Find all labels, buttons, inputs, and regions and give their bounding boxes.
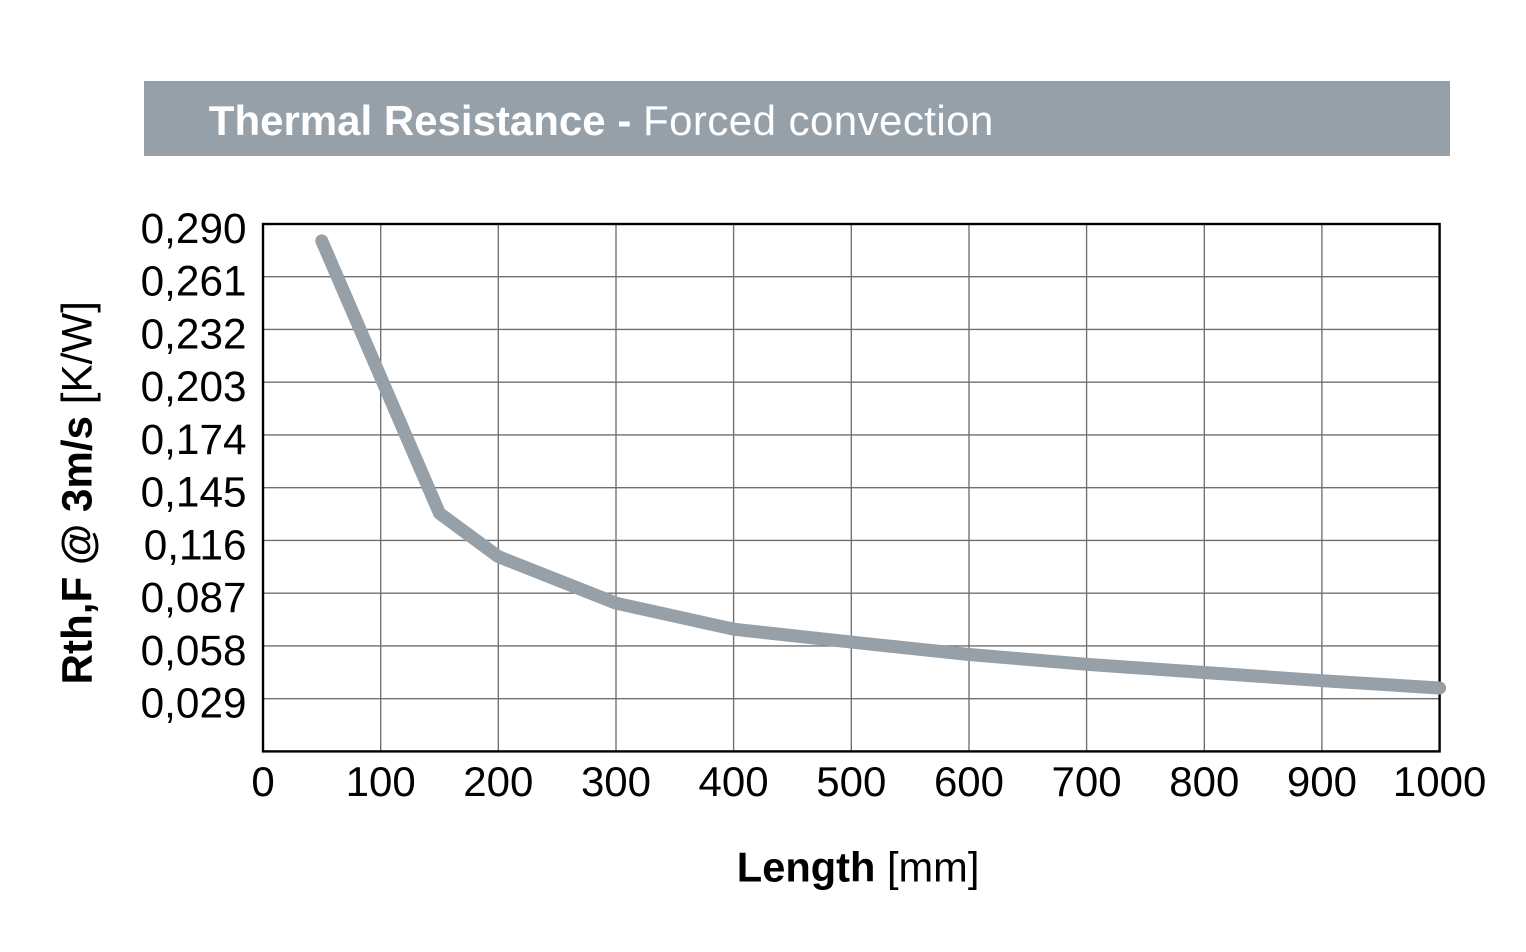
svg-text:200: 200 (463, 758, 533, 805)
svg-text:400: 400 (699, 758, 769, 805)
svg-text:Thermal Resistance - Forced co: Thermal Resistance - Forced convection (209, 97, 994, 144)
svg-text:0,174: 0,174 (141, 416, 247, 463)
svg-text:100: 100 (346, 758, 416, 805)
svg-text:0,232: 0,232 (141, 310, 247, 357)
svg-text:700: 700 (1052, 758, 1122, 805)
svg-text:Rth,F @ 3m/s [K/W]: Rth,F @ 3m/s [K/W] (54, 301, 101, 684)
svg-text:0,203: 0,203 (141, 363, 247, 410)
svg-text:1000: 1000 (1393, 758, 1486, 805)
svg-text:0,087: 0,087 (141, 574, 247, 621)
svg-text:0,029: 0,029 (141, 680, 247, 727)
svg-text:300: 300 (581, 758, 651, 805)
svg-text:800: 800 (1169, 758, 1239, 805)
svg-text:0: 0 (251, 758, 274, 805)
svg-text:0,261: 0,261 (141, 258, 247, 305)
svg-text:600: 600 (934, 758, 1004, 805)
svg-text:Length [mm]: Length [mm] (737, 843, 980, 890)
svg-text:0,145: 0,145 (141, 469, 247, 516)
svg-text:0,116: 0,116 (144, 521, 247, 568)
svg-text:0,058: 0,058 (141, 627, 247, 674)
svg-text:500: 500 (816, 758, 886, 805)
svg-text:900: 900 (1287, 758, 1357, 805)
svg-text:0,290: 0,290 (141, 205, 247, 252)
